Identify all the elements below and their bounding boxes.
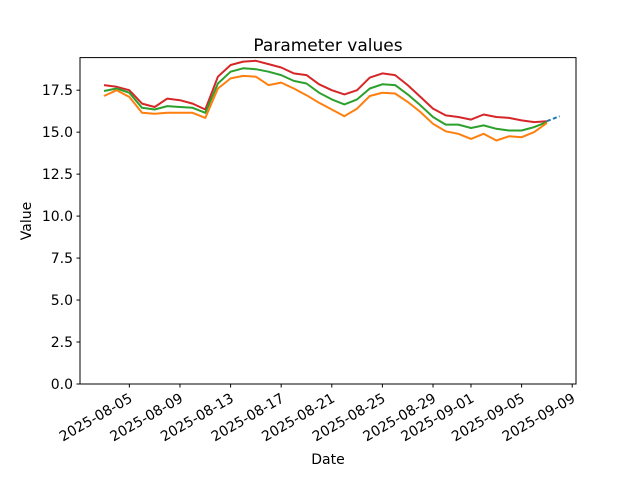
y-tick-label: 2.5 bbox=[51, 335, 73, 351]
x-axis-label: Date bbox=[311, 452, 345, 468]
y-tick-label: 15.0 bbox=[42, 125, 73, 141]
chart-title: Parameter values bbox=[253, 36, 403, 56]
y-tick-label: 0.0 bbox=[51, 377, 73, 393]
y-axis-label: Value bbox=[19, 201, 35, 241]
y-tick-label: 5.0 bbox=[51, 293, 73, 309]
series-orange-line bbox=[103, 74, 548, 142]
series-red-line bbox=[103, 59, 547, 124]
plot-area-border bbox=[79, 57, 577, 385]
y-tick-label: 7.5 bbox=[51, 251, 73, 267]
y-tick-label: 17.5 bbox=[42, 83, 73, 99]
series-blue-forecast-line bbox=[546, 115, 560, 123]
series-green-line bbox=[103, 67, 548, 132]
y-tick-label: 12.5 bbox=[42, 167, 73, 183]
y-tick-label: 10.0 bbox=[42, 209, 73, 225]
